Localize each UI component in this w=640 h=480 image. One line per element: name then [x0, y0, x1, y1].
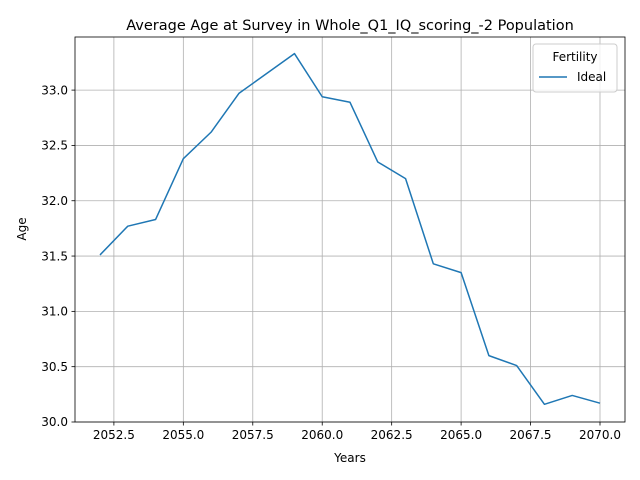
y-tick-label: 31.0 [41, 305, 68, 319]
x-tick-label: 2057.5 [232, 428, 274, 442]
x-axis: 2052.5 2055.0 2057.5 2060.0 2062.5 2065.0 2067… [93, 422, 621, 442]
x-tick-label: 2062.5 [371, 428, 413, 442]
legend-box [532, 43, 618, 93]
x-tick-label: 2065.0 [440, 428, 482, 442]
series-layer [99, 52, 601, 406]
chart-title: Average Age at Survey in Whole_Q1_IQ_sco… [126, 18, 574, 34]
legend-label-ideal: Ideal [577, 70, 606, 84]
y-tick-label: 33.0 [41, 83, 68, 97]
legend: Fertility Ideal [532, 43, 618, 93]
y-tick-label: 32.5 [41, 139, 68, 153]
series-line-ideal [99, 52, 601, 406]
x-axis-label: Years [333, 451, 366, 465]
y-tick-label: 30.5 [41, 360, 68, 374]
x-tick-label: 2055.0 [162, 428, 204, 442]
legend-title: Fertility [552, 50, 597, 64]
y-tick-label: 31.5 [41, 249, 68, 263]
x-tick-label: 2070.0 [579, 428, 621, 442]
x-tick-label: 2052.5 [93, 428, 135, 442]
plot-frame [74, 36, 626, 423]
y-axis: 30.0 30.5 31.0 31.5 32.0 32.5 33.0 [41, 83, 75, 429]
y-tick-label: 30.0 [41, 415, 68, 429]
y-axis-label: Age [15, 217, 29, 240]
x-tick-label: 2060.0 [301, 428, 343, 442]
y-tick-label: 32.0 [41, 194, 68, 208]
x-tick-label: 2067.5 [510, 428, 552, 442]
